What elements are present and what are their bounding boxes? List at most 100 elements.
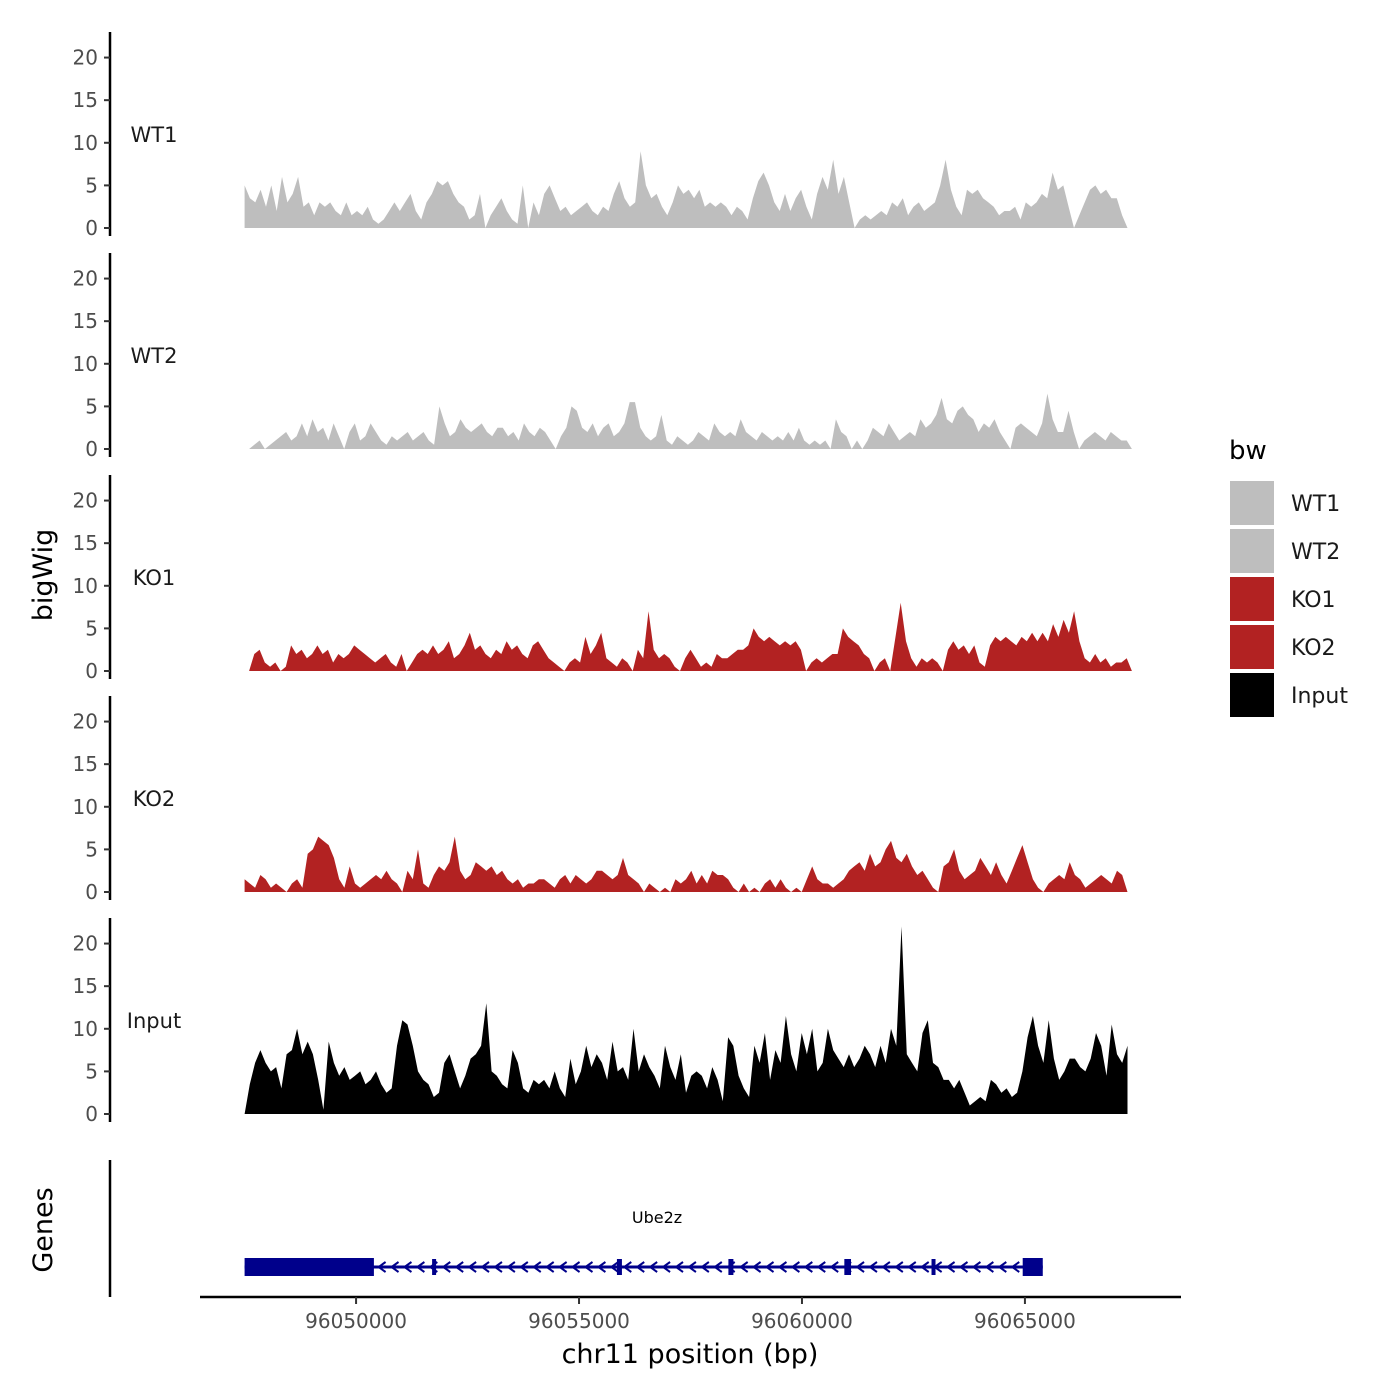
strand-arrow <box>402 1261 413 1273</box>
strand-arrow <box>738 1261 749 1273</box>
gene-exon <box>728 1259 734 1275</box>
legend-swatch-input <box>1230 673 1274 717</box>
y-tick-label-wt2-0: 0 <box>85 437 98 461</box>
y-tick-label-input-20: 20 <box>73 932 98 956</box>
panel-wt1: 0 5 10 15 20 WT1 <box>73 32 1128 240</box>
strand-arrow <box>583 1261 594 1273</box>
gene-exon <box>244 1258 374 1276</box>
strand-arrow <box>519 1261 529 1273</box>
y-tick-label-ko2-15: 15 <box>73 752 98 776</box>
x-tick-label-96050000: 96050000 <box>305 1309 407 1333</box>
series-area-ko1 <box>249 602 1132 671</box>
panel-ko1: 0 5 10 15 20 KO1 <box>73 475 1132 683</box>
track-label-ko1: KO1 <box>133 566 176 590</box>
y-tick-label-wt2-10: 10 <box>73 352 98 376</box>
strand-arrow <box>984 1261 994 1273</box>
strand-arrow <box>506 1261 516 1273</box>
track-label-input: Input <box>127 1009 181 1033</box>
strand-arrow <box>713 1261 723 1273</box>
gene-exon-minor <box>432 1259 437 1275</box>
x-axis-title: chr11 position (bp) <box>562 1339 819 1370</box>
strand-arrow <box>803 1261 813 1273</box>
track-label-wt2: WT2 <box>131 344 178 368</box>
strand-arrow <box>764 1261 775 1273</box>
y-tick-label-ko2-10: 10 <box>73 795 98 819</box>
legend-title: bw <box>1229 436 1267 466</box>
strand-arrow <box>648 1261 658 1273</box>
strand-arrow <box>777 1261 788 1273</box>
strand-arrow <box>674 1261 684 1273</box>
track-label-wt1: WT1 <box>131 123 178 147</box>
strand-arrow <box>907 1261 917 1273</box>
panel-ko2: 0 5 10 15 20 KO2 <box>73 696 1128 904</box>
strand-arrow <box>881 1261 891 1273</box>
legend-label-input: Input <box>1291 684 1348 709</box>
y-tick-label-wt1-10: 10 <box>73 131 98 155</box>
legend-label-wt1: WT1 <box>1291 492 1340 517</box>
x-axis: 96050000 96055000 96060000 96065000 <box>200 1295 1181 1333</box>
strand-arrow <box>532 1261 542 1273</box>
genes-track: Ube2z <box>108 1160 1043 1297</box>
strand-arrow <box>570 1261 581 1273</box>
strand-arrow <box>635 1261 645 1273</box>
strand-arrow <box>816 1261 826 1273</box>
strand-arrow <box>1010 1261 1020 1273</box>
legend: bw WT1 WT2 KO1 KO2 Input <box>1229 436 1348 717</box>
y-tick-label-input-10: 10 <box>73 1017 98 1041</box>
legend-swatch-wt2 <box>1230 529 1274 573</box>
strand-arrow <box>480 1261 490 1273</box>
panel-wt2: 0 5 10 15 20 WT2 <box>73 253 1132 461</box>
strand-arrow <box>790 1261 800 1273</box>
y-tick-label-ko1-10: 10 <box>73 574 98 598</box>
strand-arrow <box>622 1261 632 1273</box>
y-tick-label-ko2-0: 0 <box>85 880 98 904</box>
gene-exon-minor <box>931 1259 936 1275</box>
strand-arrow <box>557 1261 568 1273</box>
series-area-wt2 <box>249 393 1132 449</box>
strand-arrow <box>945 1261 956 1273</box>
legend-label-ko1: KO1 <box>1291 588 1336 613</box>
y-tick-label-ko1-20: 20 <box>73 489 98 513</box>
legend-swatch-ko1 <box>1230 577 1274 621</box>
y-tick-label-ko1-0: 0 <box>85 659 98 683</box>
strand-arrow <box>544 1261 555 1273</box>
strand-arrow <box>919 1261 930 1273</box>
legend-swatch-wt1 <box>1230 481 1274 525</box>
strand-arrow <box>661 1261 671 1273</box>
track-label-ko2: KO2 <box>133 787 176 811</box>
y-tick-label-wt1-5: 5 <box>85 173 98 197</box>
y-tick-label-ko2-5: 5 <box>85 837 98 861</box>
strand-arrow <box>751 1261 762 1273</box>
y-tick-label-ko1-5: 5 <box>85 616 98 640</box>
y-tick-label-ko1-15: 15 <box>73 531 98 555</box>
y-tick-label-input-0: 0 <box>85 1102 98 1126</box>
y-tick-label-wt2-20: 20 <box>73 267 98 291</box>
legend-label-wt2: WT2 <box>1291 540 1340 565</box>
strand-arrow <box>829 1261 839 1273</box>
y-tick-label-wt2-5: 5 <box>85 394 98 418</box>
strand-arrow <box>596 1261 607 1273</box>
panel-input: 0 5 10 15 20 Input <box>73 918 1128 1126</box>
genes-axis-title: Genes <box>28 1187 59 1272</box>
strand-arrow <box>454 1261 464 1273</box>
strand-arrow <box>415 1261 425 1273</box>
strand-arrow <box>467 1261 477 1273</box>
series-area-wt1 <box>244 151 1128 228</box>
strand-arrow <box>958 1261 969 1273</box>
strand-arrow <box>868 1261 878 1273</box>
y-tick-label-input-5: 5 <box>85 1059 98 1083</box>
series-area-ko2 <box>244 836 1128 892</box>
strand-arrow <box>609 1261 619 1273</box>
y-tick-label-input-15: 15 <box>73 974 98 998</box>
strand-arrow <box>700 1261 710 1273</box>
strand-arrow <box>389 1261 400 1273</box>
y-tick-label-wt2-15: 15 <box>73 309 98 333</box>
gene-exon <box>844 1259 852 1275</box>
strand-arrow <box>894 1261 904 1273</box>
strand-arrow <box>441 1261 451 1273</box>
x-tick-label-96060000: 96060000 <box>751 1309 853 1333</box>
y-tick-label-wt1-20: 20 <box>73 46 98 70</box>
gene-name-label: Ube2z <box>632 1208 682 1227</box>
y-tick-label-wt1-0: 0 <box>85 216 98 240</box>
